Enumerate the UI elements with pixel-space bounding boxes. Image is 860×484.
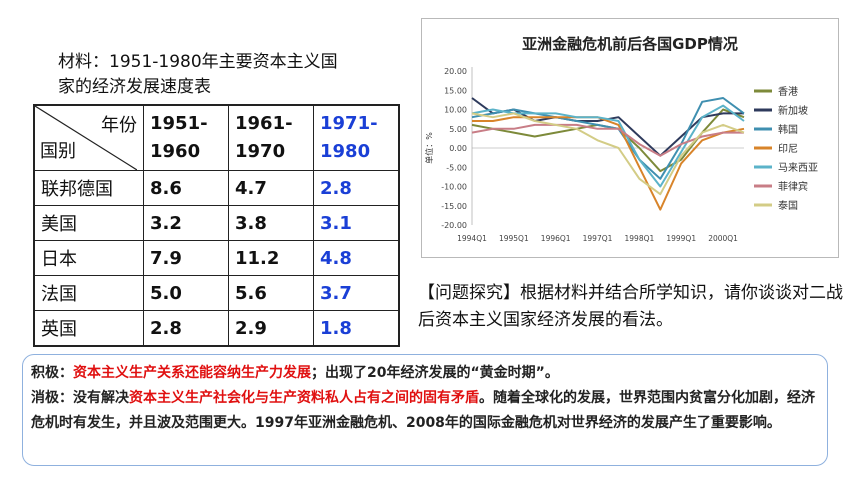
table-row: 日本 7.9 11.2 4.8 [33,240,400,276]
answer-box: 积极：资本主义生产关系还能容纳生产力发展；出现了20年经济发展的“黄金时期”。 … [22,354,828,466]
corner-diagonal-line [35,106,137,170]
value-cell: 5.0 [143,275,229,311]
value-cell: 3.7 [313,275,400,311]
value-cell: 3.8 [228,205,314,241]
period-header-3: 1971- 1980 [313,104,400,171]
value-cell: 5.6 [228,275,314,311]
country-cell: 联邦德国 [33,170,144,206]
x-tick-label: 1997Q1 [583,234,613,243]
value-cell: 4.7 [228,170,314,206]
negative-rest: 。随着全球化的发展，世界范围内贫富分化加剧，经济危机时有发生，并且波及范围更大。… [31,390,815,431]
value-cell: 3.1 [313,205,400,241]
chart-title: 亚洲金融危机前后各国GDP情况 [522,35,738,53]
gdp-line-chart: 亚洲金融危机前后各国GDP情况单位：% 20.00 15.00 10.00 5.00 0.… [421,18,839,258]
country-cell: 法国 [33,275,144,311]
growth-rate-table: 年份 国别 1951- 1960 1961- 1970 1971- 1980 联邦德国… [33,104,400,347]
y-tick-label: 0.00 [449,144,467,153]
country-cell: 英国 [33,310,144,347]
positive-prefix: 积极： [31,365,73,381]
table-row: 英国 2.8 2.9 1.8 [33,310,400,347]
y-tick-label: -15.00 [441,202,467,211]
x-tick-label: 1994Q1 [457,234,487,243]
x-tick-label: 1998Q1 [625,234,655,243]
table-header-row: 年份 国别 1951- 1960 1961- 1970 1971- 1980 [33,104,400,171]
legend-label: 马来西亚 [778,162,818,174]
series-line-4 [471,104,745,188]
period-header-1: 1951- 1960 [143,104,229,171]
y-tick-label: -5.00 [446,163,467,172]
y-axis-label: 单位：% [424,132,434,164]
x-tick-label: 1995Q1 [499,234,529,243]
value-cell: 3.2 [143,205,229,241]
table-row: 法国 5.0 5.6 3.7 [33,275,400,311]
positive-highlight: 资本主义生产关系还能容纳生产力发展 [73,365,311,381]
negative-highlight: 资本主义生产社会化与生产资料私人占有之间的固有矛盾 [129,390,479,406]
series-line-2 [471,97,745,180]
value-cell: 2.8 [143,310,229,347]
value-cell: 11.2 [228,240,314,276]
positive-paragraph: 积极：资本主义生产关系还能容纳生产力发展；出现了20年经济发展的“黄金时期”。 [31,361,819,386]
country-cell: 美国 [33,205,144,241]
period-header-2: 1961- 1970 [228,104,314,171]
series-line-6 [471,112,745,196]
legend-label: 韩国 [778,123,798,136]
value-cell: 4.8 [313,240,400,276]
negative-prefix: 消极：没有解决 [31,390,129,406]
y-tick-label: -10.00 [441,183,467,192]
country-cell: 日本 [33,240,144,276]
material-caption: 材料：1951-1980年主要资本主义国 家的经济发展速度表 [58,50,408,100]
value-cell: 7.9 [143,240,229,276]
legend-label: 香港 [778,86,798,98]
value-cell: 8.6 [143,170,229,206]
table-row: 美国 3.2 3.8 3.1 [33,205,400,241]
positive-rest: ；出现了20年经济发展的“黄金时期”。 [311,365,559,381]
corner-country-label: 国别 [40,141,76,162]
value-cell: 2.8 [313,170,400,206]
y-tick-label: -20.00 [441,221,467,230]
table-corner-cell: 年份 国别 [33,104,144,171]
legend-label: 菲律宾 [778,180,808,193]
y-tick-label: 10.00 [444,106,467,115]
legend-label: 泰国 [778,199,798,212]
legend-label: 印尼 [778,143,798,155]
value-cell: 1.8 [313,310,400,347]
y-tick-label: 20.00 [444,67,467,76]
x-tick-label: 2000Q1 [708,234,738,243]
corner-year-label: 年份 [101,115,137,136]
x-tick-label: 1996Q1 [541,234,571,243]
legend-label: 新加坡 [778,104,808,117]
y-tick-label: 15.00 [444,86,467,95]
negative-paragraph: 消极：没有解决资本主义生产社会化与生产资料私人占有之间的固有矛盾。随着全球化的发… [31,386,819,436]
caption-line-1: 材料：1951-1980年主要资本主义国 [58,52,338,72]
caption-line-2: 家的经济发展速度表 [58,77,211,97]
x-tick-label: 1999Q1 [666,234,696,243]
series-line-3 [472,116,745,211]
table-row: 联邦德国 8.6 4.7 2.8 [33,170,400,206]
value-cell: 2.9 [228,310,314,347]
question-prompt: 【问题探究】根据材料并结合所学知识，请你谈谈对二战后资本主义国家经济发展的看法。 [418,283,843,330]
y-tick-label: 5.00 [449,125,467,134]
